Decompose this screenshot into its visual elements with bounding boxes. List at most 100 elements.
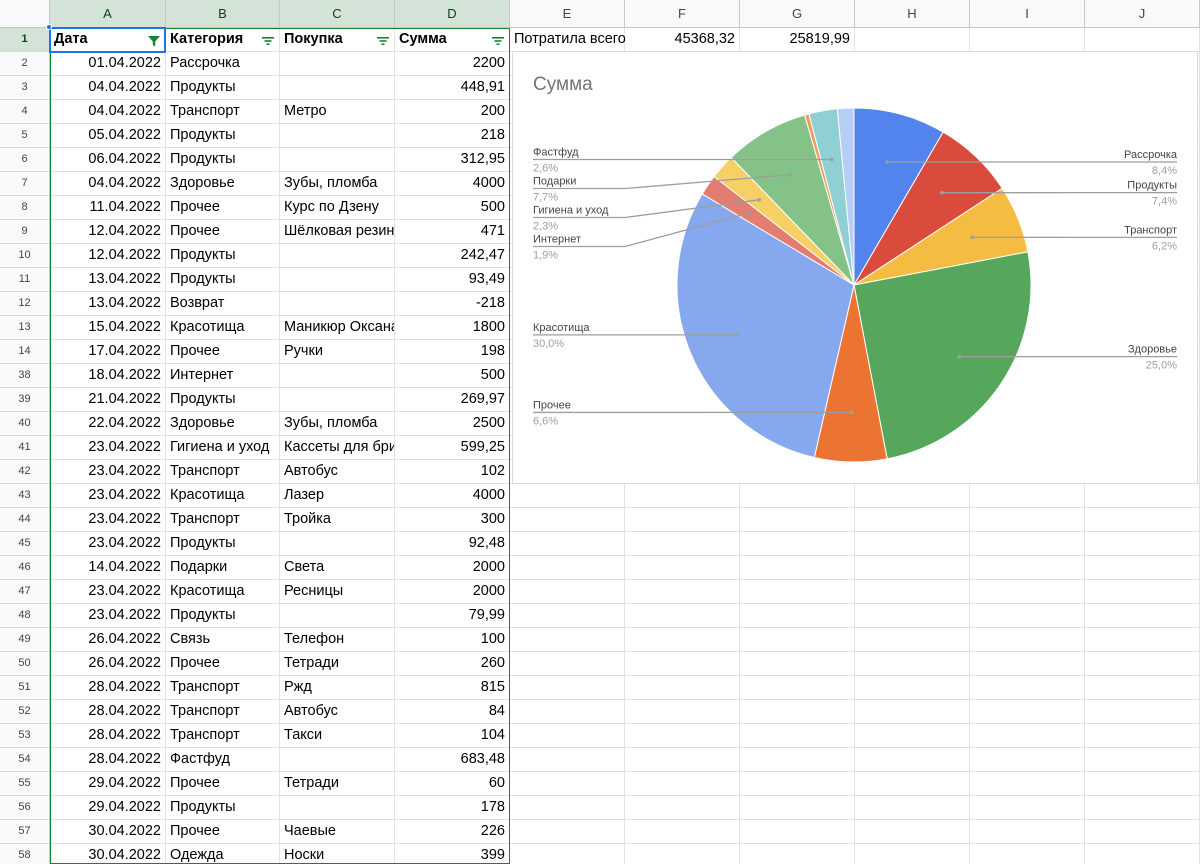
empty-cell[interactable]	[970, 844, 1085, 864]
category-cell[interactable]: Продукты	[166, 124, 280, 148]
row-header[interactable]: 9	[0, 220, 50, 244]
empty-cell[interactable]	[510, 748, 625, 772]
amount-cell[interactable]: 269,97	[395, 388, 510, 412]
empty-cell[interactable]	[1085, 28, 1200, 52]
date-cell[interactable]: 28.04.2022	[50, 724, 166, 748]
row-header[interactable]: 8	[0, 196, 50, 220]
purchase-cell[interactable]: Лазер	[280, 484, 395, 508]
row-header[interactable]: 57	[0, 820, 50, 844]
empty-cell[interactable]	[740, 844, 855, 864]
select-all-corner[interactable]	[0, 0, 50, 28]
header-cell-date[interactable]: Дата	[50, 28, 166, 52]
empty-cell[interactable]	[1085, 604, 1200, 628]
summary-value-cell[interactable]: 45368,32	[625, 28, 740, 52]
filter-active-icon[interactable]	[147, 33, 161, 47]
empty-cell[interactable]	[625, 532, 740, 556]
purchase-cell[interactable]	[280, 52, 395, 76]
amount-cell[interactable]: 226	[395, 820, 510, 844]
amount-cell[interactable]: 300	[395, 508, 510, 532]
purchase-cell[interactable]: Тетради	[280, 652, 395, 676]
row-header[interactable]: 43	[0, 484, 50, 508]
empty-cell[interactable]	[740, 724, 855, 748]
empty-cell[interactable]	[970, 772, 1085, 796]
purchase-cell[interactable]: Тройка	[280, 508, 395, 532]
row-header[interactable]: 54	[0, 748, 50, 772]
empty-cell[interactable]	[510, 820, 625, 844]
purchase-cell[interactable]: Метро	[280, 100, 395, 124]
date-cell[interactable]: 23.04.2022	[50, 604, 166, 628]
empty-cell[interactable]	[740, 700, 855, 724]
date-cell[interactable]: 29.04.2022	[50, 772, 166, 796]
purchase-cell[interactable]: Автобус	[280, 700, 395, 724]
purchase-cell[interactable]	[280, 748, 395, 772]
purchase-cell[interactable]: Курс по Дзену	[280, 196, 395, 220]
amount-cell[interactable]: 92,48	[395, 532, 510, 556]
purchase-cell[interactable]: Автобус	[280, 460, 395, 484]
category-cell[interactable]: Прочее	[166, 196, 280, 220]
purchase-cell[interactable]	[280, 76, 395, 100]
amount-cell[interactable]: 500	[395, 364, 510, 388]
empty-cell[interactable]	[855, 700, 970, 724]
purchase-cell[interactable]	[280, 268, 395, 292]
empty-cell[interactable]	[1085, 580, 1200, 604]
row-header[interactable]: 45	[0, 532, 50, 556]
category-cell[interactable]: Здоровье	[166, 412, 280, 436]
category-cell[interactable]: Транспорт	[166, 460, 280, 484]
empty-cell[interactable]	[510, 580, 625, 604]
row-header[interactable]: 47	[0, 580, 50, 604]
empty-cell[interactable]	[510, 724, 625, 748]
row-header[interactable]: 11	[0, 268, 50, 292]
column-header-h[interactable]: H	[855, 0, 970, 28]
empty-cell[interactable]	[625, 556, 740, 580]
empty-cell[interactable]	[740, 676, 855, 700]
row-header[interactable]: 58	[0, 844, 50, 864]
purchase-cell[interactable]: Ресницы	[280, 580, 395, 604]
amount-cell[interactable]: 399	[395, 844, 510, 864]
empty-cell[interactable]	[740, 796, 855, 820]
purchase-cell[interactable]: Ржд	[280, 676, 395, 700]
date-cell[interactable]: 30.04.2022	[50, 844, 166, 864]
category-cell[interactable]: Прочее	[166, 820, 280, 844]
purchase-cell[interactable]: Кассеты для бри	[280, 436, 395, 460]
amount-cell[interactable]: 84	[395, 700, 510, 724]
date-cell[interactable]: 26.04.2022	[50, 652, 166, 676]
empty-cell[interactable]	[740, 556, 855, 580]
empty-cell[interactable]	[510, 628, 625, 652]
header-cell-category[interactable]: Категория	[166, 28, 280, 52]
empty-cell[interactable]	[625, 508, 740, 532]
amount-cell[interactable]: 218	[395, 124, 510, 148]
empty-cell[interactable]	[855, 508, 970, 532]
empty-cell[interactable]	[1085, 820, 1200, 844]
empty-cell[interactable]	[625, 820, 740, 844]
date-cell[interactable]: 28.04.2022	[50, 676, 166, 700]
empty-cell[interactable]	[970, 556, 1085, 580]
category-cell[interactable]: Продукты	[166, 796, 280, 820]
empty-cell[interactable]	[1085, 796, 1200, 820]
empty-cell[interactable]	[970, 724, 1085, 748]
amount-cell[interactable]: 683,48	[395, 748, 510, 772]
amount-cell[interactable]: 100	[395, 628, 510, 652]
empty-cell[interactable]	[855, 532, 970, 556]
amount-cell[interactable]: 79,99	[395, 604, 510, 628]
row-header[interactable]: 39	[0, 388, 50, 412]
summary-value-cell[interactable]: 25819,99	[740, 28, 855, 52]
category-cell[interactable]: Здоровье	[166, 172, 280, 196]
empty-cell[interactable]	[625, 676, 740, 700]
row-header[interactable]: 48	[0, 604, 50, 628]
row-header[interactable]: 14	[0, 340, 50, 364]
amount-cell[interactable]: 4000	[395, 172, 510, 196]
row-header[interactable]: 3	[0, 76, 50, 100]
category-cell[interactable]: Продукты	[166, 76, 280, 100]
category-cell[interactable]: Возврат	[166, 292, 280, 316]
amount-cell[interactable]: 60	[395, 772, 510, 796]
empty-cell[interactable]	[625, 484, 740, 508]
empty-cell[interactable]	[855, 28, 970, 52]
column-header-g[interactable]: G	[740, 0, 855, 28]
empty-cell[interactable]	[510, 556, 625, 580]
amount-cell[interactable]: 2000	[395, 556, 510, 580]
amount-cell[interactable]: 4000	[395, 484, 510, 508]
empty-cell[interactable]	[855, 820, 970, 844]
empty-cell[interactable]	[510, 652, 625, 676]
header-cell-amount[interactable]: Сумма	[395, 28, 510, 52]
category-cell[interactable]: Прочее	[166, 340, 280, 364]
